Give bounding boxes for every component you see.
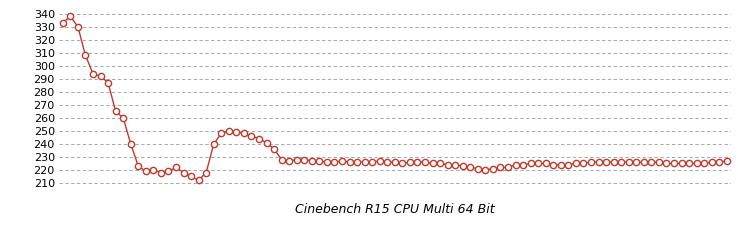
X-axis label: Cinebench R15 CPU Multi 64 Bit: Cinebench R15 CPU Multi 64 Bit xyxy=(295,203,494,216)
